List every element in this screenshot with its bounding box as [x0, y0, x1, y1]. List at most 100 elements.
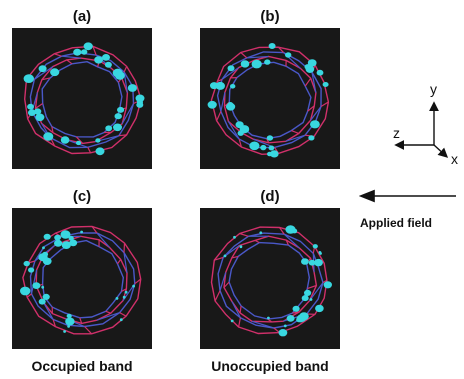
cross-bond: [277, 46, 285, 54]
x-axis-line: [433, 144, 449, 158]
orbital-lobe: [65, 317, 75, 326]
orbital-lobe: [69, 239, 78, 247]
cross-bond: [231, 255, 239, 259]
cross-bond: [123, 252, 128, 273]
cross-bond: [266, 138, 270, 144]
orbital-lobe-small: [230, 319, 234, 323]
cross-bond: [231, 301, 241, 319]
bond-ring: [41, 60, 123, 138]
cross-bond: [121, 103, 135, 124]
orbital-lobe: [38, 298, 46, 305]
bond-ring: [228, 61, 312, 140]
orbital-lobe-small: [115, 297, 119, 300]
orbital-lobe-small: [63, 330, 66, 333]
cross-bond: [26, 293, 32, 298]
orbital-lobe: [117, 106, 125, 113]
orbital-lobe-small: [67, 325, 70, 328]
cross-bond: [308, 282, 324, 302]
panel-a: [12, 28, 152, 169]
orbital-lobe: [268, 145, 275, 151]
orbital-lobe: [50, 68, 60, 77]
cross-bond: [134, 278, 142, 285]
cross-bond: [214, 256, 224, 261]
orbital-lobe: [322, 82, 329, 87]
cross-bond: [221, 67, 240, 80]
cross-bond: [30, 269, 38, 295]
cross-bond: [41, 77, 51, 81]
orbital-lobe: [270, 150, 279, 158]
orbital-lobe-small: [223, 254, 227, 258]
orbital-lobe: [28, 109, 36, 116]
orbital-lobe-small: [132, 284, 135, 288]
cross-bond: [216, 111, 222, 121]
orbital-lobe: [291, 228, 298, 234]
orbital-lobe: [115, 71, 125, 80]
orbital-lobe: [95, 138, 101, 143]
nanotube-a: [23, 42, 145, 156]
orbital-lobe: [308, 135, 315, 141]
orbital-lobe: [249, 141, 260, 151]
orbital-lobe: [28, 267, 35, 273]
cross-bond: [214, 290, 221, 302]
orbital-lobe: [308, 259, 316, 266]
panel-label-b: (b): [260, 8, 280, 25]
orbital-lobe: [60, 230, 71, 239]
applied-field-label: Applied field: [360, 216, 432, 230]
cross-bond: [240, 52, 248, 59]
cross-bond: [311, 71, 317, 93]
cross-bond: [123, 243, 126, 253]
orbital-lobe: [54, 234, 61, 241]
cross-bond: [75, 136, 84, 144]
orbital-lobe: [278, 329, 288, 337]
orbital-lobe: [43, 233, 51, 240]
orbital-lobe: [260, 144, 267, 151]
bond-ring: [228, 241, 311, 320]
cross-bond: [51, 126, 54, 133]
orbital-lobe: [94, 56, 103, 64]
cross-bond: [66, 59, 73, 65]
orbital-lobe: [20, 286, 31, 296]
orbital-lobe: [43, 132, 54, 141]
orbital-lobe: [61, 241, 71, 249]
cross-bond: [52, 319, 56, 327]
panel-label-d: (d): [260, 188, 280, 205]
nanotube-c: [20, 225, 142, 335]
orbital-lobe: [66, 313, 72, 319]
bond-ring: [223, 235, 318, 323]
cross-bond: [251, 320, 274, 329]
orbital-lobe-small: [283, 324, 287, 328]
orbital-lobe: [304, 289, 312, 296]
orbital-lobe: [315, 304, 324, 313]
orbital-lobe: [105, 125, 113, 132]
orbital-lobe: [266, 135, 274, 141]
orbital-lobe: [34, 108, 42, 115]
cross-bond: [54, 53, 62, 57]
orbital-lobe: [32, 282, 41, 289]
cross-bond: [220, 92, 226, 112]
orbital-lobe-small: [239, 245, 243, 249]
cross-bond: [285, 239, 289, 246]
orbital-lobe: [42, 293, 50, 300]
orbital-lobe: [323, 281, 332, 289]
cross-bond: [279, 227, 285, 235]
orbital-lobe: [286, 315, 295, 322]
cross-bond: [84, 326, 93, 335]
cross-bond: [310, 106, 322, 121]
orbital-lobe: [251, 59, 262, 69]
orbital-lobe: [312, 244, 318, 249]
orbital-lobe: [296, 317, 302, 323]
orbital-lobe-small: [42, 246, 45, 250]
orbital-lobe: [27, 103, 34, 110]
orbital-lobe: [207, 100, 217, 109]
orbital-lobe-small: [41, 285, 45, 289]
nanotube-d: [210, 225, 332, 337]
x-axis-label: x: [451, 151, 458, 167]
nanotube-b: [207, 43, 330, 158]
panel-b: [200, 28, 340, 169]
orbital-lobe-small: [119, 318, 123, 322]
orbital-lobe: [104, 61, 112, 68]
cross-bond: [123, 66, 128, 73]
cross-bond: [238, 317, 241, 328]
bond-ring: [29, 52, 135, 149]
cross-bond: [92, 46, 97, 56]
